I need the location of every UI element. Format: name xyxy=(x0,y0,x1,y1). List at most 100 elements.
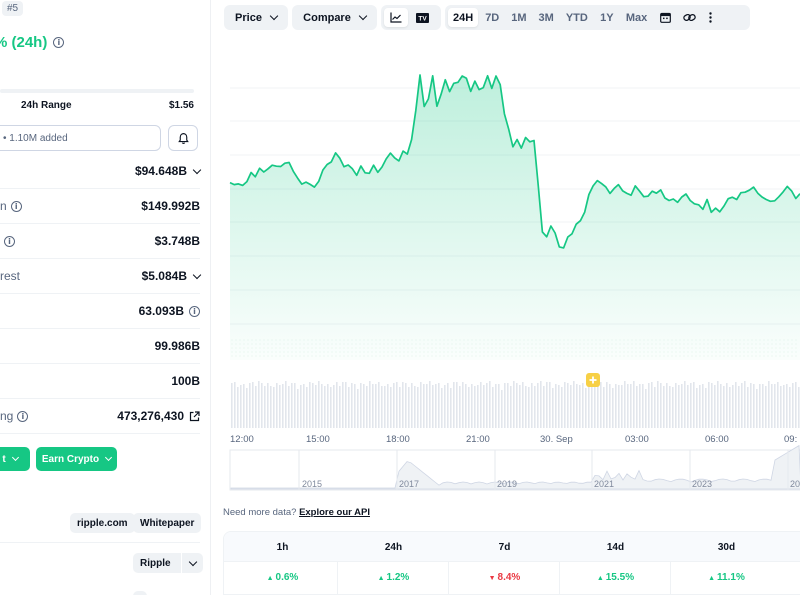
pattern-dot xyxy=(755,351,757,353)
tradingview-toggle[interactable]: TV xyxy=(410,8,434,27)
pattern-dot xyxy=(667,351,669,353)
volume-bar xyxy=(381,386,383,428)
range-button-7d[interactable]: 7D xyxy=(485,11,500,24)
volume-bar xyxy=(795,382,797,428)
range-button-max[interactable]: Max xyxy=(625,11,648,24)
pattern-dot xyxy=(307,351,309,353)
watchlist-button[interactable]: • 1.10M added xyxy=(0,125,161,151)
range-button-24h[interactable]: 24H xyxy=(448,8,479,27)
volume-bar xyxy=(549,382,551,428)
pattern-dot xyxy=(367,339,369,341)
range-button-ytd[interactable]: YTD xyxy=(565,11,588,24)
range-button-1y[interactable]: 1Y xyxy=(600,11,614,24)
info-icon[interactable]: i xyxy=(53,37,65,48)
pattern-dot xyxy=(715,351,717,353)
pattern-dot xyxy=(359,343,361,345)
pattern-dot xyxy=(319,351,321,353)
line-chart-toggle[interactable] xyxy=(384,8,408,27)
pattern-dot xyxy=(363,355,365,357)
explorer-select[interactable]: Ripple xyxy=(133,553,203,573)
pattern-dot xyxy=(371,347,373,349)
volume-bar xyxy=(753,384,755,428)
info-icon[interactable]: i xyxy=(189,305,200,317)
pattern-dot xyxy=(459,355,461,357)
pattern-dot xyxy=(243,355,245,357)
volume-bar xyxy=(627,384,629,428)
pattern-dot xyxy=(539,347,541,349)
pattern-dot xyxy=(327,339,329,341)
pattern-dot xyxy=(595,351,597,353)
pattern-dot xyxy=(619,351,621,353)
pattern-dot xyxy=(675,339,677,341)
whitepaper-link[interactable]: Whitepaper xyxy=(133,513,202,533)
pattern-dot xyxy=(475,343,477,345)
pattern-dot xyxy=(319,347,321,349)
explorer-dropdown-toggle[interactable] xyxy=(180,553,203,573)
price-dropdown[interactable]: Price xyxy=(224,5,288,30)
calendar-button[interactable] xyxy=(654,8,676,27)
price-chart[interactable]: 12:00 15:00 18:00 21:00 30. Sep 03:00 06:00 09:… xyxy=(0,0,800,500)
pattern-dot xyxy=(235,347,237,349)
pattern-dot xyxy=(487,343,489,345)
pattern-dot xyxy=(259,343,261,345)
pattern-dot xyxy=(387,355,389,357)
share-link-button[interactable] xyxy=(678,8,701,27)
volume-bar xyxy=(513,381,515,428)
pattern-dot xyxy=(755,347,757,349)
pattern-dot xyxy=(743,355,745,357)
range-label: 24h Range xyxy=(21,100,72,111)
pattern-dot xyxy=(527,355,529,357)
time-axis: 12:00 15:00 18:00 21:00 30. Sep 03:00 06:00 09: xyxy=(230,434,797,445)
pattern-dot xyxy=(471,347,473,349)
pattern-dot xyxy=(419,351,421,353)
pattern-dot xyxy=(679,343,681,345)
pattern-dot xyxy=(779,351,781,353)
pattern-dot xyxy=(791,339,793,341)
more-links[interactable] xyxy=(133,591,147,595)
pattern-dot xyxy=(639,347,641,349)
volume-bar xyxy=(702,384,704,428)
volume-bar xyxy=(636,386,638,428)
more-options-button[interactable] xyxy=(703,8,717,27)
range-navigator[interactable]: 2015 2017 2019 2021 2023 20 xyxy=(229,444,800,491)
range-button-3m[interactable]: 3M xyxy=(538,11,554,24)
website-link[interactable]: ripple.com xyxy=(70,513,135,533)
pattern-dot xyxy=(767,339,769,341)
pattern-dot xyxy=(695,343,697,345)
pattern-dot xyxy=(375,339,377,341)
pattern-dot xyxy=(371,351,373,353)
event-marker[interactable] xyxy=(586,373,600,387)
pattern-dot xyxy=(275,339,277,341)
pattern-dot xyxy=(703,343,705,345)
info-icon[interactable]: i xyxy=(4,235,15,247)
volume-bar xyxy=(480,382,482,428)
pattern-dot xyxy=(475,351,477,353)
pattern-dot xyxy=(771,355,773,357)
volume-bar xyxy=(303,384,305,428)
volume-bar xyxy=(501,390,503,428)
pattern-dot xyxy=(779,355,781,357)
pattern-dot xyxy=(727,355,729,357)
pattern-dot xyxy=(235,355,237,357)
external-link-icon[interactable] xyxy=(189,410,200,422)
earn-crypto-button[interactable]: Earn Crypto xyxy=(36,447,117,471)
volume-bar xyxy=(261,383,263,428)
volume-bar xyxy=(435,384,437,428)
pattern-dot xyxy=(327,355,329,357)
info-icon[interactable]: i xyxy=(17,410,29,422)
pattern-dot xyxy=(339,339,341,341)
price-change-label: % (24h) xyxy=(0,34,48,51)
volume-bar xyxy=(693,382,695,428)
pattern-dot xyxy=(375,347,377,349)
pattern-dot xyxy=(775,347,777,349)
pattern-dot xyxy=(667,347,669,349)
compare-dropdown[interactable]: Compare xyxy=(292,5,377,30)
range-button-1m[interactable]: 1M xyxy=(511,11,527,24)
buy-button[interactable]: t xyxy=(0,447,30,471)
volume-bar xyxy=(657,381,659,428)
explore-api-link[interactable]: Explore our API xyxy=(299,507,370,518)
price-alert-button[interactable] xyxy=(168,125,198,151)
stat-value: $149.992B xyxy=(141,199,200,213)
pattern-dot xyxy=(263,347,265,349)
info-icon[interactable]: i xyxy=(10,200,22,212)
